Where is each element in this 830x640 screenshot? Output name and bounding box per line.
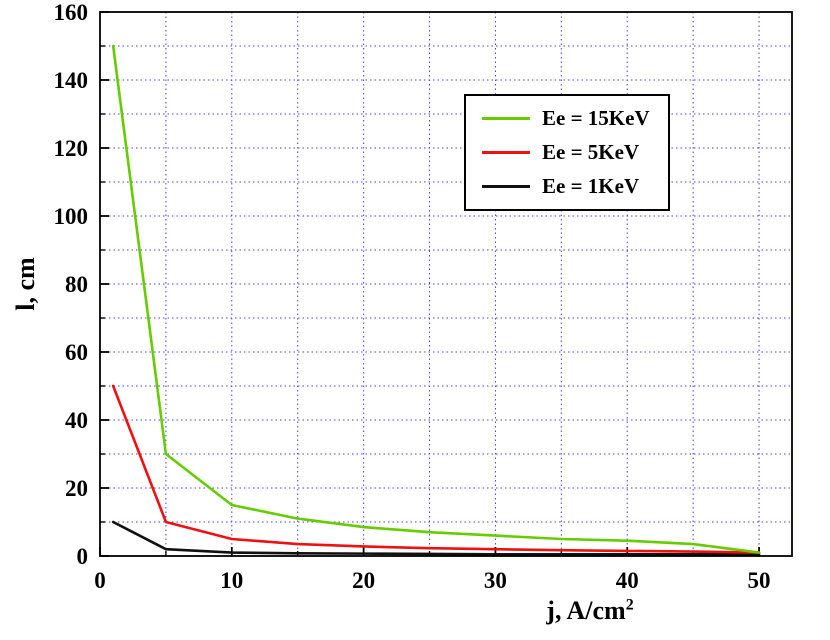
svg-text:20: 20 xyxy=(352,568,375,593)
legend-line-swatch-5kev xyxy=(482,151,530,154)
legend-label-5kev: Ee = 5KeV xyxy=(542,140,640,164)
x-axis-label: j, A/cm2 xyxy=(470,596,710,626)
svg-text:40: 40 xyxy=(616,568,639,593)
svg-text:120: 120 xyxy=(54,136,89,161)
svg-text:10: 10 xyxy=(220,568,243,593)
legend-item: Ee = 1KeV xyxy=(482,174,650,199)
svg-text:40: 40 xyxy=(65,408,88,433)
legend-item: Ee = 15KeV xyxy=(482,106,650,131)
svg-text:100: 100 xyxy=(54,204,89,229)
svg-text:160: 160 xyxy=(54,0,89,25)
x-axis-label-superscript: 2 xyxy=(625,596,634,614)
legend-label-1kev: Ee = 1KeV xyxy=(542,174,640,198)
svg-text:0: 0 xyxy=(77,544,89,569)
legend-line-swatch-15kev xyxy=(482,117,530,120)
svg-text:140: 140 xyxy=(54,68,89,93)
svg-text:60: 60 xyxy=(65,340,88,365)
legend-label-15kev: Ee = 15KeV xyxy=(542,106,650,130)
svg-text:20: 20 xyxy=(65,476,88,501)
svg-text:0: 0 xyxy=(94,568,106,593)
legend-line-swatch-1kev xyxy=(482,185,530,188)
x-axis-label-text: j, A/cm xyxy=(546,596,626,625)
svg-text:30: 30 xyxy=(484,568,507,593)
legend-item: Ee = 5KeV xyxy=(482,140,650,165)
svg-text:50: 50 xyxy=(748,568,771,593)
legend: Ee = 15KeV Ee = 5KeV Ee = 1KeV xyxy=(464,94,670,211)
y-axis-label: l, cm xyxy=(11,257,40,311)
svg-text:80: 80 xyxy=(65,272,88,297)
